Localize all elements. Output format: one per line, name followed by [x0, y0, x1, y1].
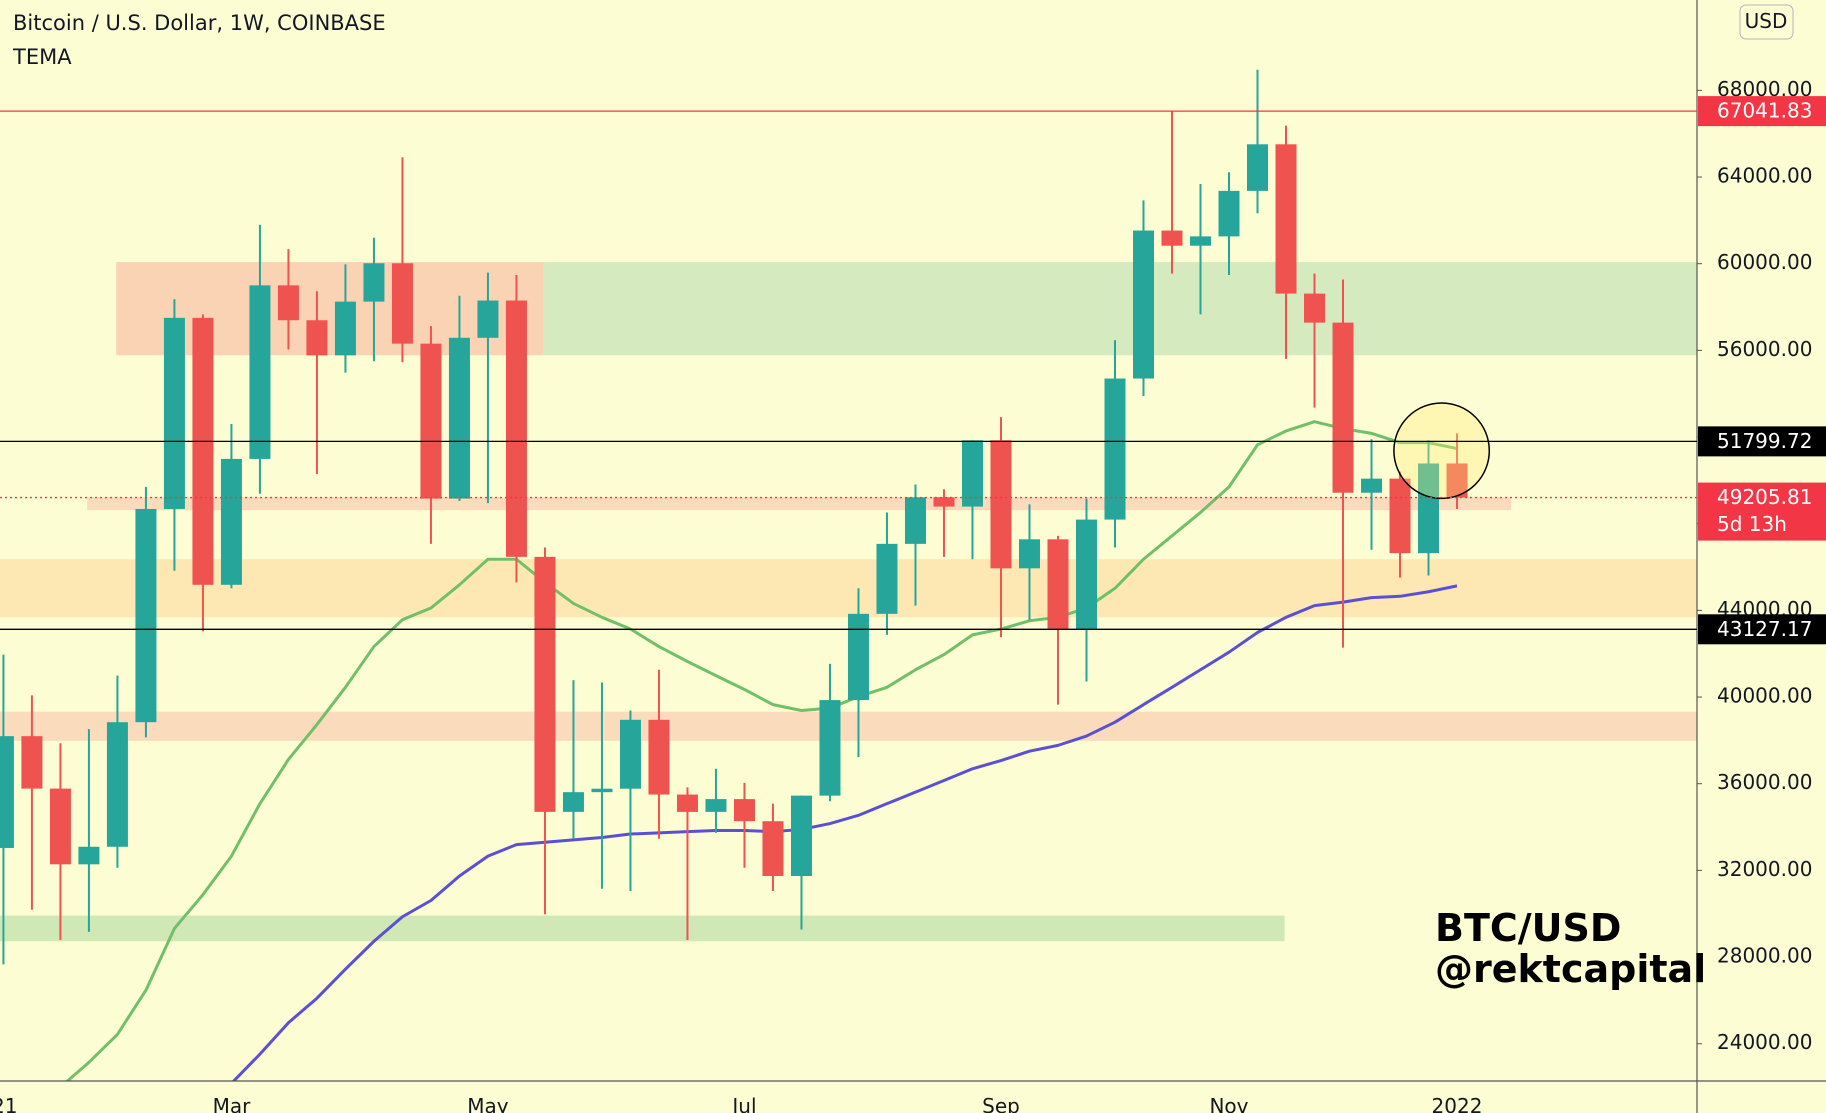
zone	[0, 711, 1697, 741]
y-tick-label: 60000.00	[1717, 250, 1812, 274]
currency-label[interactable]: USD	[1745, 9, 1788, 33]
candle-body	[1018, 539, 1040, 569]
candle-body	[591, 788, 613, 793]
zone	[116, 262, 544, 356]
candle-body	[762, 821, 784, 877]
candle-body	[1275, 144, 1297, 294]
indicator-label: TEMA	[12, 45, 72, 69]
candle-body	[1161, 230, 1183, 246]
candle-body	[334, 301, 356, 356]
candle-body	[1418, 463, 1440, 554]
chart-title: Bitcoin / U.S. Dollar, 1W, COINBASE	[13, 11, 386, 35]
candle-body	[1361, 478, 1383, 493]
candle-body	[1189, 236, 1211, 246]
candle-body	[990, 440, 1012, 569]
price-label-box	[1698, 96, 1826, 127]
y-tick-label: 56000.00	[1717, 337, 1812, 361]
zone	[0, 915, 1285, 942]
axis-background	[1697, 0, 1826, 1113]
x-tick-label: Mar	[213, 1094, 252, 1113]
y-tick-label: 28000.00	[1717, 944, 1812, 968]
annotation: BTC/USD	[1435, 906, 1621, 950]
candle-body	[448, 337, 470, 499]
candle-body	[1104, 378, 1126, 520]
candle-body	[1304, 293, 1326, 323]
candle-body	[49, 788, 71, 865]
candle-body	[420, 343, 442, 499]
candle-body	[135, 508, 157, 723]
price-label: 67041.83	[1717, 99, 1812, 123]
y-tick-label: 40000.00	[1717, 684, 1812, 708]
highlight-circle	[1393, 402, 1491, 500]
candle-body	[1389, 478, 1411, 554]
candle-body	[619, 719, 641, 789]
y-tick-label: 64000.00	[1717, 164, 1812, 188]
price-label: 49205.81	[1717, 485, 1812, 509]
x-tick-label: 2022	[1432, 1094, 1483, 1113]
annotation: @rektcapital	[1435, 947, 1706, 991]
candle-body	[0, 736, 14, 848]
price-label-box	[1698, 482, 1826, 541]
candle-body	[391, 263, 413, 344]
x-tick-label: 2021	[0, 1094, 17, 1113]
y-tick-label: 24000.00	[1717, 1030, 1812, 1054]
price-label-box	[1698, 614, 1826, 645]
price-label-box	[1698, 426, 1826, 457]
candle-body	[1446, 463, 1468, 498]
candle-body	[562, 792, 584, 812]
candle-body	[933, 497, 955, 507]
candle-body	[733, 799, 755, 822]
candle-body	[705, 799, 727, 812]
x-tick-label: May	[467, 1094, 509, 1113]
candle-body	[277, 285, 299, 321]
candle-body	[106, 722, 128, 847]
candle-body	[1132, 230, 1154, 379]
candle-body	[192, 317, 214, 585]
candle-body	[1218, 190, 1240, 237]
y-tick-label: 32000.00	[1717, 857, 1812, 881]
x-tick-label: Nov	[1209, 1094, 1248, 1113]
candle-body	[220, 458, 242, 585]
countdown-label: 5d 13h	[1717, 512, 1787, 536]
indicator-line	[65, 420, 1458, 1081]
currency-button[interactable]	[1739, 4, 1794, 40]
candle-body	[648, 719, 670, 795]
candle-body	[163, 317, 185, 509]
candle-body	[477, 300, 499, 338]
indicator-line	[231, 584, 1458, 1081]
candle-body	[249, 285, 271, 459]
candle-body	[21, 736, 43, 789]
zone	[543, 262, 1697, 356]
candle-body	[819, 700, 841, 796]
candle-body	[1247, 144, 1269, 191]
zone	[87, 497, 1512, 511]
candle-body	[676, 794, 698, 812]
price-label: 43127.17	[1717, 617, 1812, 641]
y-tick-label: 36000.00	[1717, 770, 1812, 794]
candle-body	[876, 543, 898, 614]
candle-body	[1332, 322, 1354, 493]
candle-body	[306, 320, 328, 356]
candle-body	[363, 263, 385, 302]
x-tick-label: Jul	[730, 1094, 756, 1113]
candle-body	[534, 556, 556, 812]
candle-body	[790, 795, 812, 877]
candle-body	[1047, 539, 1069, 630]
candle-body	[847, 613, 869, 701]
candle-body	[904, 497, 926, 544]
x-tick-label: Sep	[982, 1094, 1020, 1113]
zone	[0, 559, 1697, 618]
candle-body	[1075, 519, 1097, 630]
plot-area	[0, 69, 1697, 1081]
candle-body	[78, 846, 100, 865]
candle-body	[961, 440, 983, 507]
candle-body	[505, 300, 527, 557]
price-label: 51799.72	[1717, 429, 1812, 453]
